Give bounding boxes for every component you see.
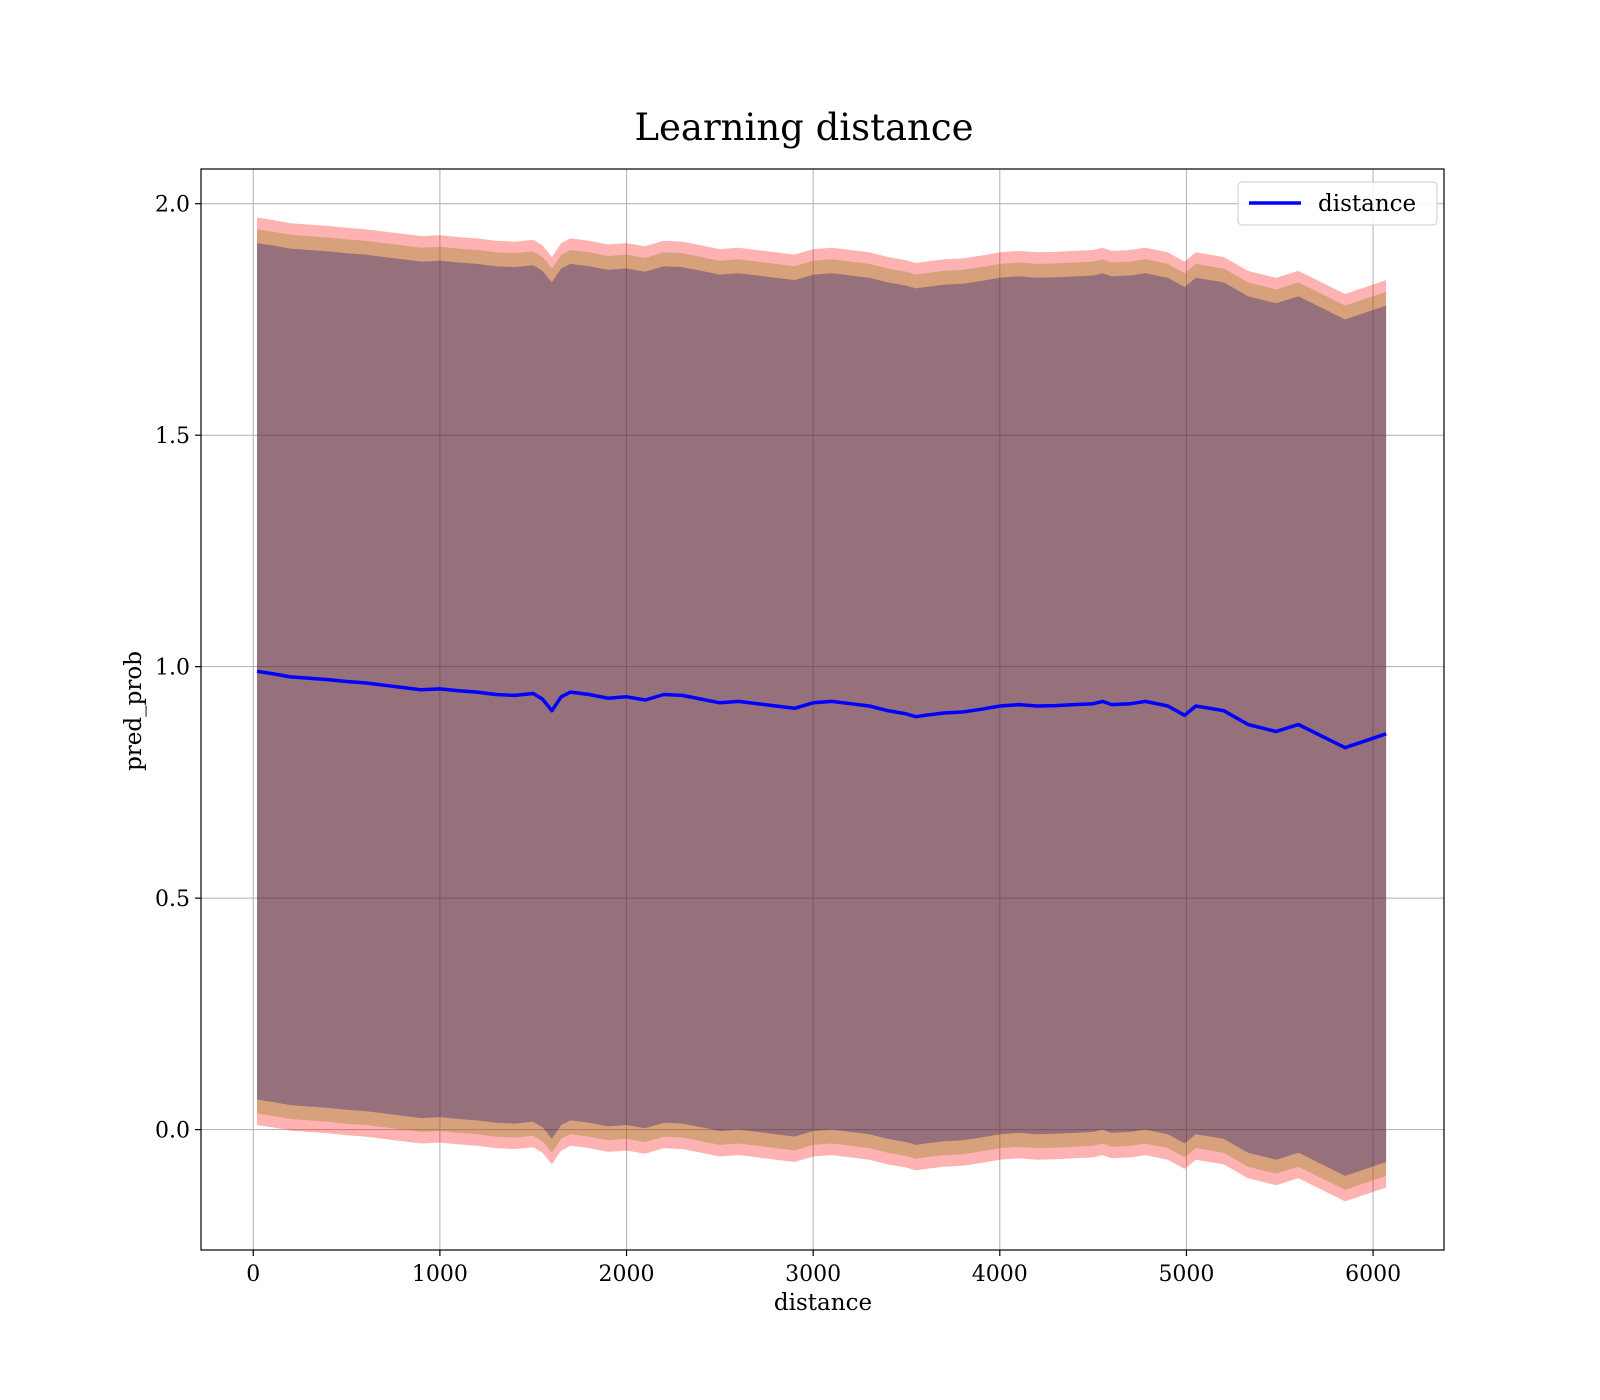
x-tick-label: 6000 xyxy=(1345,1262,1401,1287)
plot-frame xyxy=(200,168,1445,1251)
confidence-band-1 xyxy=(257,229,1387,1190)
y-tick-label: 2.0 xyxy=(155,193,190,218)
y-tick-label: 0.5 xyxy=(155,887,190,912)
y-tick-label: 1.0 xyxy=(155,656,190,681)
y-axis-label: pred_prob xyxy=(121,651,147,771)
y-tick-label: 1.5 xyxy=(155,424,190,449)
confidence-band-2 xyxy=(257,243,1387,1176)
chart-title: Learning distance xyxy=(634,106,973,149)
x-axis-label: distance xyxy=(774,1290,872,1316)
x-tick-label: 4000 xyxy=(972,1262,1028,1287)
x-tick-label: 3000 xyxy=(785,1262,841,1287)
x-tick-label: 0 xyxy=(246,1262,260,1287)
legend-box xyxy=(1237,181,1438,226)
legend-label-distance: distance xyxy=(1318,191,1416,217)
y-tick-label: 0.0 xyxy=(155,1119,190,1144)
x-axis-ticks: 0 1000 2000 3000 4000 5000 6000 xyxy=(246,1250,1401,1287)
legend: distance xyxy=(1237,181,1438,226)
x-tick-label: 2000 xyxy=(599,1262,655,1287)
series-layer xyxy=(256,669,1387,750)
confidence-bands xyxy=(257,217,1387,1202)
grid xyxy=(201,169,1444,1250)
y-axis-ticks: 0.0 0.5 1.0 1.5 2.0 xyxy=(155,193,201,1144)
series-line-distance xyxy=(256,669,1387,750)
x-tick-label: 5000 xyxy=(1158,1262,1214,1287)
x-tick-label: 1000 xyxy=(412,1262,468,1287)
confidence-band-0 xyxy=(257,217,1387,1202)
